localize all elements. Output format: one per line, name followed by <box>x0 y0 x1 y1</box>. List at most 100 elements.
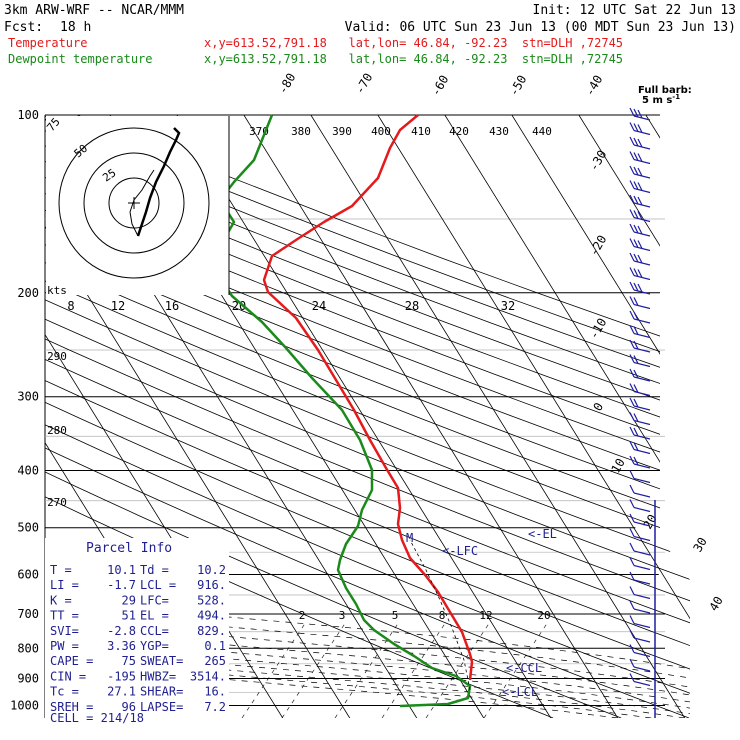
pressure-tick-label: 1000 <box>10 698 39 712</box>
moist-adiabat-line <box>45 292 690 718</box>
isotherm-label: -10 <box>586 316 609 342</box>
speed-axis-label: 8 <box>67 299 74 313</box>
isotherm-line <box>176 115 552 718</box>
parcel-param-name: CCL= <box>140 624 169 638</box>
parcel-param-name: Td = <box>140 563 169 577</box>
isotherm-line <box>45 115 351 718</box>
parcel-param-value: 10.2 <box>197 563 226 577</box>
wind-barb <box>629 209 651 223</box>
parcel-param-value: 29 <box>122 593 136 607</box>
wind-barb <box>629 615 651 629</box>
wind-barb <box>629 194 651 208</box>
wind-barb <box>629 267 651 281</box>
isotherm-line <box>511 115 690 718</box>
mixing-ratio-label: 20 <box>537 609 550 622</box>
wind-barb <box>629 426 651 440</box>
wind-barb <box>629 484 651 498</box>
isotherm-line <box>578 115 690 718</box>
theta-label-top: 400 <box>371 125 391 138</box>
dry-adiabat-line <box>45 115 690 718</box>
theta-label-top: 430 <box>489 125 509 138</box>
barb-legend-value: 5 m s-1 <box>642 93 680 106</box>
temperature-profile <box>262 114 474 681</box>
parcel-param-value: 916. <box>197 578 226 592</box>
parcel-param-value: 3514. <box>190 669 226 683</box>
skewt-profiles: <-LFC <-EL <-CCL <-LCL M <box>218 114 557 708</box>
parcel-param-value: 96 <box>122 700 136 714</box>
pressure-tick-label: 100 <box>17 108 39 122</box>
isotherm-label: -60 <box>428 73 451 99</box>
parcel-param-value: 0.1 <box>204 639 226 653</box>
wind-barb <box>629 238 651 252</box>
wind-barb <box>629 368 651 382</box>
parcel-param-value: 3.36 <box>107 639 136 653</box>
wind-barb <box>629 383 651 397</box>
isotherm-label: 40 <box>706 594 725 614</box>
wind-barb <box>629 107 651 121</box>
parcel-param-name: TT = <box>50 609 79 623</box>
wind-barb <box>629 542 651 556</box>
parcel-param-name: LFC= <box>140 593 169 607</box>
parcel-param-name: HWBZ= <box>140 669 176 683</box>
wind-barb <box>629 136 651 150</box>
isotherm-label: -40 <box>582 73 605 99</box>
dewpoint-legend-info: x,y=613.52,791.18 lat,lon= 46.84, -92.23… <box>204 52 623 66</box>
hodograph-ring <box>58 127 210 279</box>
speed-axis-label: 24 <box>312 299 326 313</box>
dewpoint-legend-label: Dewpoint temperature <box>8 52 153 66</box>
speed-axis-label: 32 <box>501 299 515 313</box>
isotherm-label: 20 <box>640 512 659 532</box>
parcel-param-value: -1.7 <box>107 578 136 592</box>
parcel-param-name: SVI= <box>50 624 79 638</box>
theta-label-top: 380 <box>291 125 311 138</box>
init-time: Init: 12 UTC Sat 22 Jun 13 <box>533 3 737 18</box>
wind-barb <box>629 310 651 324</box>
dry-adiabat-line <box>45 115 690 718</box>
wind-barb <box>629 557 651 571</box>
parcel-param-value: 51 <box>122 609 136 623</box>
isotherm-label: -80 <box>275 71 298 97</box>
dry-adiabat-line <box>45 115 690 718</box>
pressure-tick-label: 900 <box>17 671 39 685</box>
isotherm-line <box>243 115 619 718</box>
parcel-info-rows: T = 10.1 Td = 10.2 LI = -1.7 LCL = 916. K = 29 LFC… <box>50 563 226 714</box>
wind-barb <box>629 600 651 614</box>
wind-barb <box>629 296 651 310</box>
theta-label-top: 410 <box>411 125 431 138</box>
dry-adiabat-line <box>45 115 690 718</box>
dry-adiabat-line <box>45 115 690 718</box>
pressure-tick-label: 700 <box>17 607 39 621</box>
wind-barb <box>629 528 651 542</box>
dry-adiabat-line <box>45 115 690 718</box>
wind-barb <box>629 629 651 643</box>
model-title: 3km ARW-WRF -- NCAR/MMM <box>4 3 184 18</box>
parcel-param-name: K = <box>50 593 72 607</box>
parcel-param-value: 16. <box>204 685 226 699</box>
sounding-annotation-ccl: <-CCL <box>506 661 542 675</box>
wind-barb <box>629 658 651 672</box>
dry-adiabat-line <box>45 115 690 718</box>
pressure-tick-label: 300 <box>17 390 39 404</box>
forecast-hours: 18 h <box>60 20 91 35</box>
dewpoint-profile <box>218 114 472 708</box>
dry-adiabat-line <box>45 115 690 718</box>
sounding-annotation-m: M <box>406 531 413 545</box>
barb-legend-speed: 5 m s <box>642 95 672 106</box>
wind-barb <box>629 252 651 266</box>
parcel-info-box: Parcel Info T = 10.1 Td = 10.2 LI = -1.7 LCL =… <box>45 538 229 728</box>
isotherm-label: -20 <box>586 233 609 259</box>
valid-time: Valid: 06 UTC Sun 23 Jun 13 (00 MDT Sun … <box>345 20 736 35</box>
mixing-ratio-line <box>334 621 400 718</box>
dry-adiabat-line <box>45 115 690 718</box>
moist-adiabat-line <box>45 292 690 718</box>
parcel-param-value: 528. <box>197 593 226 607</box>
wind-barb <box>629 122 651 136</box>
temperature-legend-info: x,y=613.52,791.18 lat,lon= 46.84, -92.23… <box>204 36 623 50</box>
mixing-ratio-label: 5 <box>392 609 399 622</box>
dry-adiabat-line <box>45 115 622 718</box>
isotherm-line <box>310 115 686 718</box>
speed-axis-label: 28 <box>405 299 419 313</box>
